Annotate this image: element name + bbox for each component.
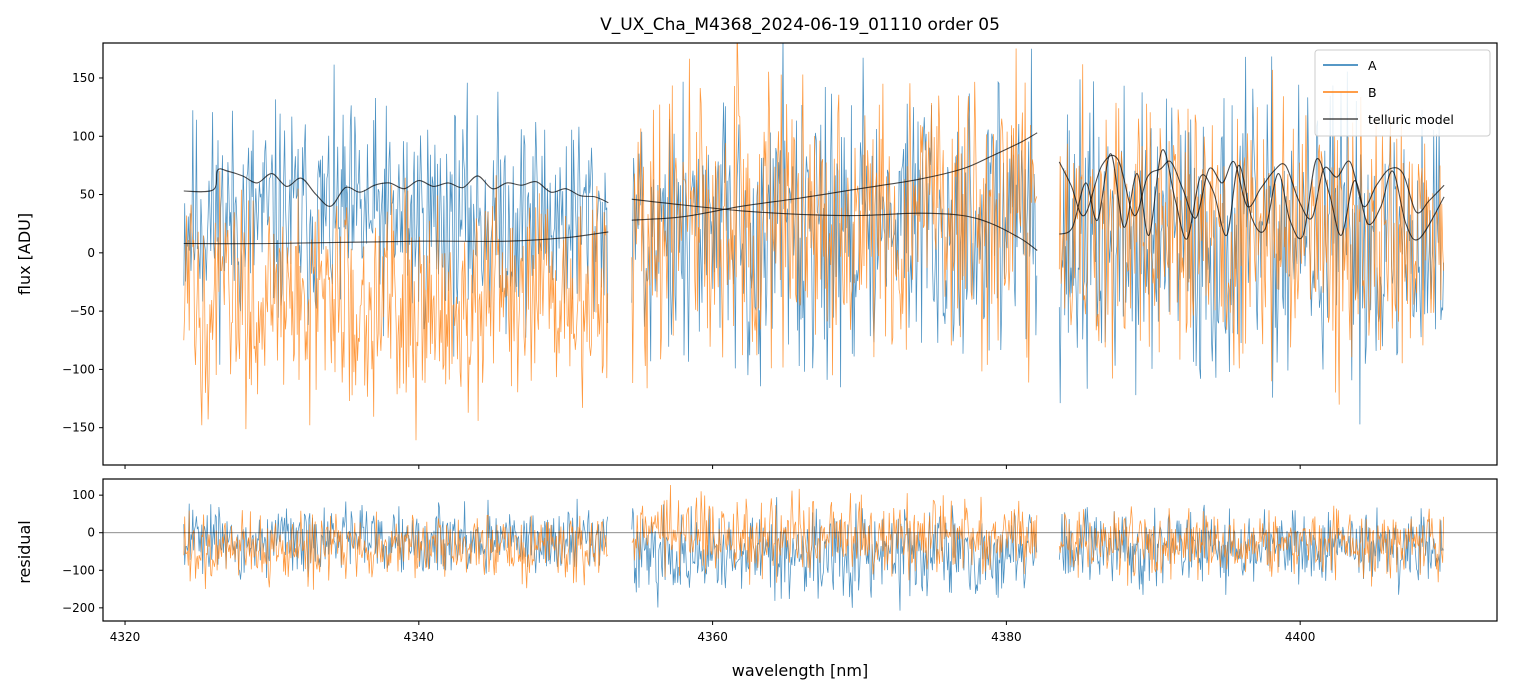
chart-title: V_UX_Cha_M4368_2024-06-19_01110 order 05 [600,15,1000,35]
residual-y-tick-label: −200 [62,601,95,615]
flux-y-tick-label: −150 [62,421,95,435]
telluric-model-line-3 [631,198,1038,251]
flux-axes-frame [102,42,1498,466]
residual-y-tick-label: 0 [87,526,95,540]
residual-y-axis-label: residual [15,520,34,583]
residual-panel: 100 0 −100 −200 4320 4340 4360 4380 4400 residu… [15,478,1498,680]
residual-x-tick-label: 4380 [991,630,1022,644]
series-a-residual-segment-1 [183,498,609,580]
legend-box [1314,49,1491,137]
legend-label-a: A [1368,58,1377,73]
flux-y-tick-label: −50 [70,304,95,318]
series-a-residual-segment-2 [631,497,1038,611]
residual-x-ticks: 4320 4340 4360 4380 4400 [110,621,1316,644]
series-b-flux-segment-2 [631,43,1038,389]
series-a-flux-segment-1 [183,64,609,365]
flux-panel: 150 100 50 0 −50 −100 −150 flux [ADU] A B tell… [15,42,1498,469]
series-b-flux-segment-1 [183,170,609,441]
series-a-flux-segment-2 [631,43,1038,388]
residual-y-ticks: 100 0 −100 −200 [62,488,103,615]
residual-axes-frame [102,478,1498,622]
flux-y-tick-label: 150 [72,71,95,85]
flux-y-tick-label: 0 [87,246,95,260]
residual-x-tick-label: 4360 [697,630,728,644]
residual-data-layer [103,484,1497,611]
flux-y-ticks: 150 100 50 0 −50 −100 −150 [62,71,103,435]
legend-label-telluric: telluric model [1368,112,1454,127]
flux-data-layer [183,43,1445,441]
legend-label-b: B [1368,85,1377,100]
x-axis-label: wavelength [nm] [732,661,869,680]
telluric-model-line-5 [1058,154,1445,220]
residual-x-tick-label: 4320 [110,630,141,644]
series-b-flux-segment-3 [1058,64,1444,405]
series-b-residual-segment-1 [183,510,608,590]
flux-x-ticks [124,465,1301,469]
residual-y-tick-label: −100 [62,563,95,577]
telluric-model-line-1 [183,168,609,207]
series-b-residual-segment-3 [1058,505,1444,587]
flux-y-tick-label: −100 [62,362,95,376]
residual-x-tick-label: 4340 [404,630,435,644]
residual-y-tick-label: 100 [72,488,95,502]
legend: A B telluric model [1314,49,1491,137]
residual-x-tick-label: 4400 [1285,630,1316,644]
series-a-residual-segment-3 [1058,504,1444,595]
flux-y-tick-label: 100 [72,129,95,143]
telluric-model-line-6 [1059,149,1445,241]
series-b-residual-segment-2 [631,484,1038,585]
flux-y-tick-label: 50 [80,188,95,202]
telluric-model-line-2 [183,231,609,245]
telluric-model-line-4 [631,132,1038,221]
flux-y-axis-label: flux [ADU] [15,213,34,295]
